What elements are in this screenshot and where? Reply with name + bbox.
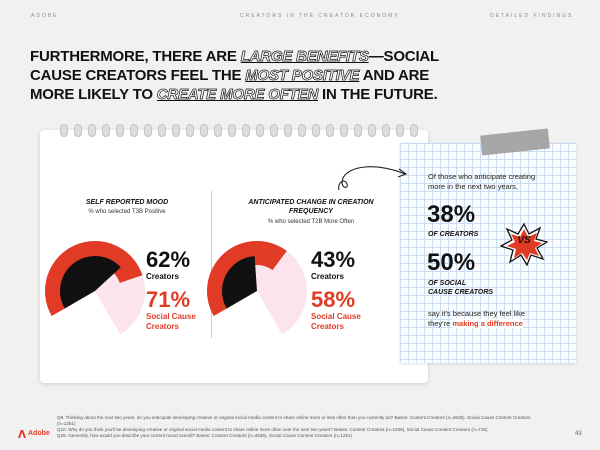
binding-ring	[396, 124, 404, 137]
note-outro-2a: they're	[428, 319, 453, 328]
chart1-gauge	[45, 241, 145, 335]
headline-part: AND ARE MORE LIKELY TO	[30, 67, 430, 103]
chart2-value-social: 58%	[311, 287, 356, 312]
chart1-value-social: 71%	[146, 287, 191, 312]
binding-ring	[298, 124, 306, 137]
chart2-value-creators: 43%	[311, 247, 356, 272]
gauge-bar-creators	[222, 256, 257, 309]
note-value-social: 50%	[427, 249, 476, 276]
vs-burst-icon	[500, 222, 548, 266]
binding-ring	[60, 124, 68, 137]
gauge-bar-creators	[59, 255, 121, 309]
binding-ring	[228, 124, 236, 137]
spiral-binding	[40, 124, 428, 140]
footnote-q26: Q26. Generally, how would you describe y…	[57, 433, 353, 438]
binding-ring	[130, 124, 138, 137]
binding-ring	[102, 124, 110, 137]
binding-ring	[368, 124, 376, 137]
binding-ring	[186, 124, 194, 137]
footnotes: Q9. Thinking about the next two years, d…	[57, 415, 537, 439]
adobe-logo-icon	[18, 430, 26, 438]
page-number: 43	[575, 431, 582, 437]
chart2-subtitle: % who selected T2B More Often	[267, 219, 355, 225]
binding-ring	[382, 124, 390, 137]
chart1-label-social-1: Social Cause	[146, 312, 196, 321]
note-card	[400, 143, 576, 363]
chart2-label-social-1: Social Cause	[311, 312, 361, 321]
header-left: ADOBE	[31, 13, 59, 19]
binding-ring	[158, 124, 166, 137]
arrow-icon	[338, 166, 408, 191]
binding-ring	[88, 124, 96, 137]
binding-ring	[312, 124, 320, 137]
chart1-title: SELF REPORTED MOOD	[85, 199, 169, 206]
note-value-creators: 38%	[427, 201, 476, 228]
chart1-label-creators: Creators	[146, 272, 179, 281]
headline-emphasis: LARGE BENEFITS	[240, 48, 369, 66]
chart1-subtitle: % who selected T3B Positive	[88, 209, 166, 215]
note-outro-1: say it's because they feel like	[428, 309, 525, 318]
footer-brand: Adobe	[28, 430, 50, 437]
header-right: DETAILED FINDINGS	[490, 13, 574, 19]
headline-part: —SOCIAL CAUSE CREATORS FEEL THE	[30, 48, 439, 84]
chart1-label-social-2: Creators	[146, 322, 179, 331]
binding-ring	[410, 124, 418, 137]
page-title: FURTHERMORE, THERE ARE LARGE BENEFITS—SO…	[30, 47, 460, 104]
note-intro-2: more in the next two years,	[428, 182, 519, 191]
vs-label: VS	[517, 235, 531, 246]
headline-part: IN THE FUTURE.	[318, 86, 438, 103]
chart2-label-social-2: Creators	[311, 322, 344, 331]
binding-ring	[172, 124, 180, 137]
headline-emphasis: CREATE MORE OFTEN	[156, 86, 319, 104]
chart2-gauge	[207, 241, 307, 335]
binding-ring	[340, 124, 348, 137]
binding-ring	[144, 124, 152, 137]
binding-ring	[270, 124, 278, 137]
binding-ring	[284, 124, 292, 137]
note-label-creators: OF CREATORS	[428, 231, 479, 238]
headline-emphasis: MOST POSITIVE	[245, 67, 360, 85]
binding-ring	[256, 124, 264, 137]
headline-part: FURTHERMORE, THERE ARE	[30, 48, 241, 65]
note-outro-2: they're making a difference	[428, 319, 523, 329]
binding-ring	[116, 124, 124, 137]
note-label-social-1: OF SOCIAL	[428, 280, 467, 287]
binding-ring	[242, 124, 250, 137]
chart1-value-creators: 62%	[146, 247, 191, 272]
header-center: CREATORS IN THE CREATOR ECONOMY	[240, 13, 400, 19]
binding-ring	[326, 124, 334, 137]
card-divider	[211, 191, 212, 338]
footnote-q9: Q9. Thinking about the next two years, d…	[57, 415, 531, 426]
note-label-social-2: CAUSE CREATORS	[428, 289, 494, 296]
binding-ring	[354, 124, 362, 137]
top-bar: ADOBE CREATORS IN THE CREATOR ECONOMY DE…	[0, 13, 600, 23]
binding-ring	[200, 124, 208, 137]
footnote-q10: Q10. Why do you think you'll be developi…	[57, 427, 488, 432]
binding-ring	[214, 124, 222, 137]
note-highlight: making a difference	[452, 319, 523, 328]
chart2-title: ANTICIPATED CHANGE IN CREATION FREQUENCY	[248, 199, 374, 215]
note-intro-1: Of those who anticipate creating	[428, 172, 536, 181]
binding-ring	[74, 124, 82, 137]
chart2-label-creators: Creators	[311, 272, 344, 281]
